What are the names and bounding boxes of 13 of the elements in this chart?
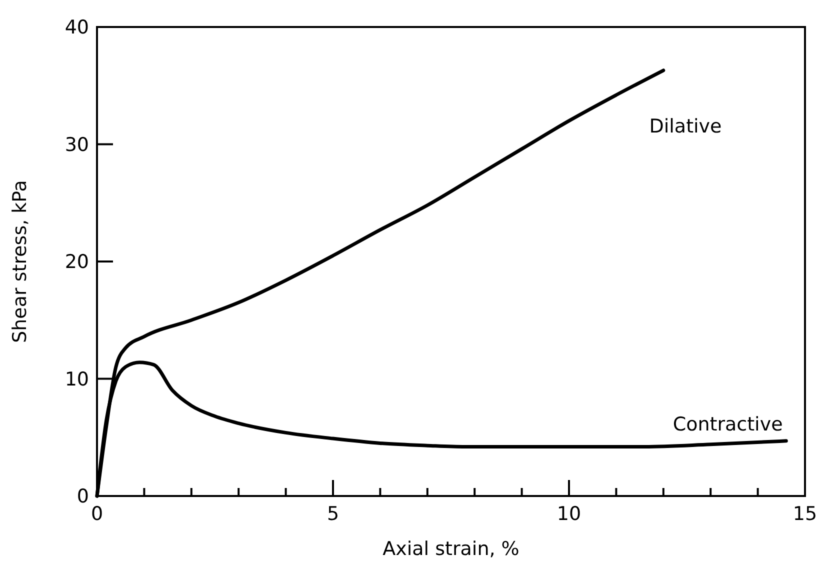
y-axis-title: Shear stress, kPa — [9, 180, 31, 343]
x-axis-title: Axial strain, % — [382, 538, 520, 560]
y-tick-label: 10 — [64, 368, 89, 390]
y-tick-label: 30 — [64, 134, 89, 156]
x-tick-label: 15 — [792, 503, 818, 525]
y-tick-label: 40 — [64, 16, 89, 39]
x-tick-label: 0 — [90, 503, 104, 525]
x-tick-label: 10 — [556, 503, 582, 525]
y-tick-label: 20 — [64, 251, 89, 274]
y-tick-label: 0 — [76, 486, 89, 508]
series-label: Dilative — [649, 116, 722, 138]
series-label: Contractive — [672, 413, 783, 436]
x-tick-label: 5 — [326, 503, 340, 525]
